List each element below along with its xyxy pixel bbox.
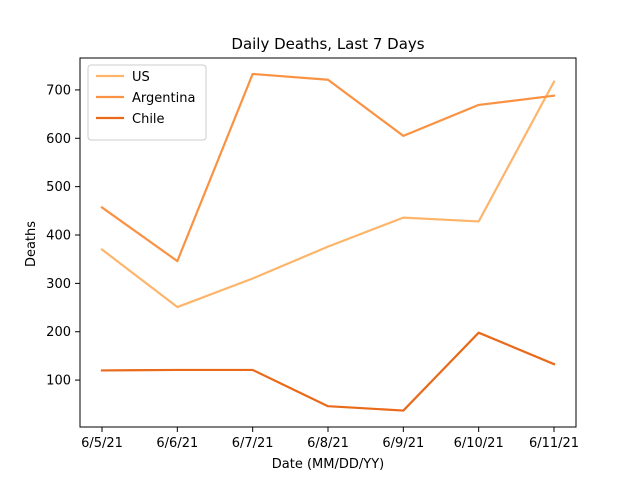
y-tick-label: 200 — [46, 325, 71, 340]
plot-area — [100, 72, 556, 412]
series-line-argentina — [100, 72, 556, 263]
x-tick-label: 6/7/21 — [232, 436, 274, 451]
x-axis-title: Date (MM/DD/YY) — [272, 457, 384, 472]
legend-label-chile: Chile — [132, 112, 165, 127]
y-tick-label: 600 — [46, 132, 71, 147]
y-tick-label: 500 — [46, 180, 71, 195]
x-tick-label: 6/6/21 — [156, 436, 198, 451]
x-tick-label: 6/9/21 — [382, 436, 424, 451]
y-tick-label: 400 — [46, 229, 71, 244]
y-tick-label: 100 — [46, 374, 71, 389]
y-tick-label: 300 — [46, 277, 71, 292]
legend-label-us: US — [132, 70, 150, 85]
chart-title: Daily Deaths, Last 7 Days — [231, 35, 424, 53]
legend-box — [87, 64, 207, 141]
legend-label-argentina: Argentina — [132, 91, 195, 106]
x-tick-label: 6/11/21 — [529, 436, 579, 451]
y-axis-title: Deaths — [24, 221, 39, 267]
x-tick-label: 6/10/21 — [454, 436, 504, 451]
series-line-chile — [100, 331, 556, 412]
y-tick-label: 700 — [46, 83, 71, 98]
legend: US Argentina Chile — [87, 64, 207, 141]
series-line-us — [100, 80, 556, 309]
x-tick-label: 6/5/21 — [81, 436, 123, 451]
axes: 6/5/21 6/6/21 6/7/21 6/8/21 6/9/21 6/10/21 6/1… — [46, 57, 579, 451]
x-tick-label: 6/8/21 — [307, 436, 349, 451]
